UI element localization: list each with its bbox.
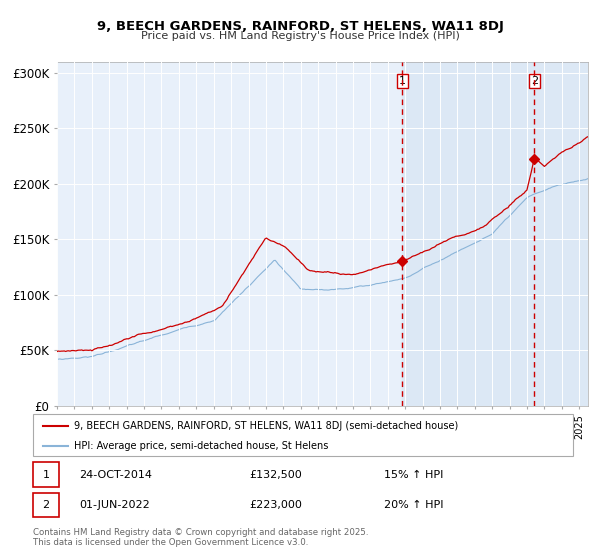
- Text: £132,500: £132,500: [249, 470, 302, 480]
- Text: Contains HM Land Registry data © Crown copyright and database right 2025.
This d: Contains HM Land Registry data © Crown c…: [33, 528, 368, 548]
- Text: 1: 1: [43, 470, 49, 480]
- Bar: [33, 463, 59, 487]
- Text: 1: 1: [398, 76, 406, 86]
- Text: 01-JUN-2022: 01-JUN-2022: [79, 500, 149, 510]
- Text: HPI: Average price, semi-detached house, St Helens: HPI: Average price, semi-detached house,…: [74, 441, 328, 451]
- Text: 9, BEECH GARDENS, RAINFORD, ST HELENS, WA11 8DJ (semi-detached house): 9, BEECH GARDENS, RAINFORD, ST HELENS, W…: [74, 421, 458, 431]
- Text: 24-OCT-2014: 24-OCT-2014: [79, 470, 152, 480]
- Bar: [33, 493, 59, 517]
- Text: 9, BEECH GARDENS, RAINFORD, ST HELENS, WA11 8DJ: 9, BEECH GARDENS, RAINFORD, ST HELENS, W…: [97, 20, 503, 32]
- Text: £223,000: £223,000: [249, 500, 302, 510]
- Bar: [402, 62, 588, 406]
- Text: 20% ↑ HPI: 20% ↑ HPI: [384, 500, 443, 510]
- Text: 2: 2: [531, 76, 538, 86]
- Text: 2: 2: [43, 500, 50, 510]
- Text: Price paid vs. HM Land Registry's House Price Index (HPI): Price paid vs. HM Land Registry's House …: [140, 31, 460, 41]
- Text: 15% ↑ HPI: 15% ↑ HPI: [384, 470, 443, 480]
